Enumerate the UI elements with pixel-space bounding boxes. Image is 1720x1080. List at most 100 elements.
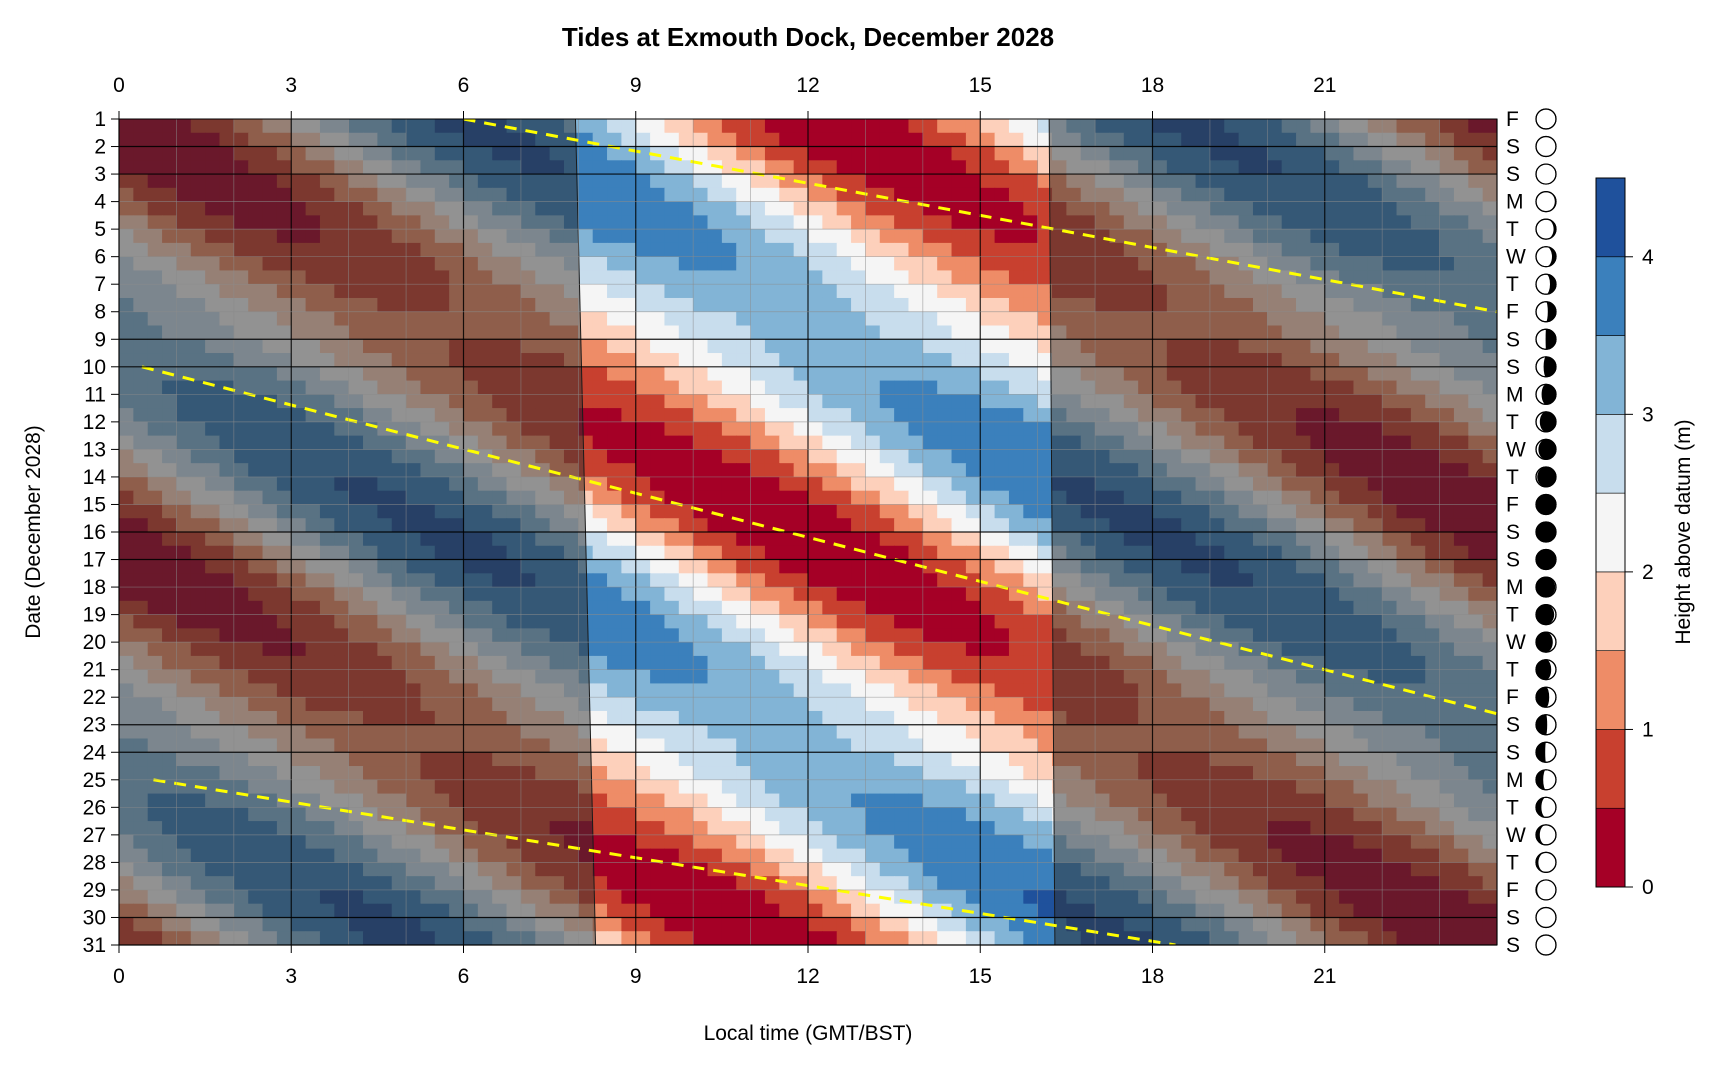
heatmap-cell xyxy=(793,380,809,395)
heatmap-cell xyxy=(793,518,809,533)
heatmap-cell xyxy=(1023,463,1039,478)
heatmap-cell xyxy=(908,353,924,368)
heatmap-cell xyxy=(908,490,924,506)
heatmap-cell xyxy=(721,408,737,423)
heatmap-cell xyxy=(937,476,953,492)
heatmap-cell xyxy=(937,697,953,712)
heatmap-cell xyxy=(851,132,867,148)
heatmap-cell xyxy=(822,807,838,822)
heatmap-cell xyxy=(1037,201,1053,216)
heatmap-cell xyxy=(750,545,766,561)
heatmap-cell xyxy=(894,476,910,492)
heatmap-cell xyxy=(650,160,666,175)
heatmap-cell xyxy=(937,655,953,671)
heatmap-cell xyxy=(908,779,924,795)
heatmap-cell xyxy=(664,710,680,726)
heatmap-cell xyxy=(922,297,938,313)
heatmap-cell xyxy=(937,573,953,588)
heatmap-cell xyxy=(793,752,809,767)
heatmap-cell xyxy=(894,201,910,216)
heatmap-cell xyxy=(865,463,881,478)
heatmap-cell xyxy=(693,559,709,574)
heatmap-cell xyxy=(1023,683,1039,698)
heatmap-cell xyxy=(980,545,996,561)
heatmap-cell xyxy=(693,683,709,698)
heatmap-cell xyxy=(764,793,780,808)
heatmap-cell xyxy=(980,559,996,574)
heatmap-cell xyxy=(994,545,1010,561)
heatmap-cell xyxy=(865,353,881,368)
heatmap-cell xyxy=(894,146,910,161)
heatmap-cell xyxy=(1008,339,1024,354)
heatmap-cell xyxy=(980,297,996,313)
heatmap-cell xyxy=(851,366,867,382)
heatmap-cell xyxy=(678,380,694,395)
heatmap-cell xyxy=(764,545,780,561)
heatmap-cell xyxy=(736,476,752,492)
heatmap-cell xyxy=(1008,752,1024,767)
heatmap-cell xyxy=(822,339,838,354)
heatmap-cell xyxy=(951,284,967,299)
heatmap-cell xyxy=(1037,752,1053,767)
heatmap-cell xyxy=(937,600,953,616)
heatmap-cell xyxy=(764,380,780,395)
heatmap-cell xyxy=(736,339,752,354)
heatmap-cell xyxy=(908,256,924,272)
heatmap-cell xyxy=(865,132,881,148)
heatmap-cell xyxy=(865,339,881,354)
heatmap-cell xyxy=(707,297,723,313)
heatmap-cell xyxy=(879,229,895,244)
heatmap-cell xyxy=(607,697,622,712)
heatmap-cell xyxy=(994,366,1010,382)
heatmap-cell xyxy=(736,683,752,698)
heatmap-cell xyxy=(1008,614,1024,629)
heatmap-cell xyxy=(994,614,1010,629)
heatmap-cell xyxy=(678,187,694,203)
heatmap-cell xyxy=(750,435,766,450)
heatmap-cell xyxy=(1023,353,1039,368)
heatmap-cell xyxy=(764,779,780,795)
heatmap-cell xyxy=(908,532,924,547)
heatmap-cell xyxy=(1023,628,1039,643)
heatmap-cell xyxy=(894,353,910,368)
heatmap-cell xyxy=(793,311,809,327)
heatmap-cell xyxy=(994,752,1010,767)
heatmap-cell xyxy=(965,738,981,753)
heatmap-cell xyxy=(793,119,809,134)
heatmap-cell xyxy=(664,683,680,698)
heatmap-cell xyxy=(951,215,967,230)
heatmap-cell xyxy=(865,380,881,395)
heatmap-cell xyxy=(592,421,608,437)
heatmap-cell xyxy=(808,559,823,574)
heatmap-cell xyxy=(994,779,1010,795)
heatmap-cell xyxy=(865,532,881,547)
heatmap-cell xyxy=(894,229,910,244)
heatmap-cell xyxy=(851,242,867,258)
heatmap-cell xyxy=(994,146,1010,161)
heatmap-cell xyxy=(937,270,953,285)
heatmap-cell xyxy=(750,325,766,340)
heatmap-cell xyxy=(793,325,809,340)
heatmap-cell xyxy=(678,366,694,382)
heatmap-cell xyxy=(836,270,852,285)
heatmap-cell xyxy=(965,476,981,492)
heatmap-cell xyxy=(1023,201,1039,216)
heatmap-cell xyxy=(664,573,680,588)
heatmap-cell xyxy=(1008,655,1024,671)
heatmap-cell xyxy=(779,311,795,327)
heatmap-cell xyxy=(994,132,1010,148)
heatmap-cell xyxy=(750,339,766,354)
heatmap-cell xyxy=(736,573,752,588)
heatmap-cell xyxy=(994,710,1010,726)
heatmap-cell xyxy=(693,380,709,395)
heatmap-cell xyxy=(865,270,881,285)
heatmap-cell xyxy=(707,710,723,726)
heatmap-cell xyxy=(980,642,996,657)
heatmap-cell xyxy=(1023,366,1039,382)
heatmap-cell xyxy=(808,297,823,313)
heatmap-cell xyxy=(836,146,852,161)
heatmap-cell xyxy=(965,366,981,382)
heatmap-cell xyxy=(879,532,895,547)
heatmap-cell xyxy=(621,573,637,588)
heatmap-cell xyxy=(808,807,823,822)
